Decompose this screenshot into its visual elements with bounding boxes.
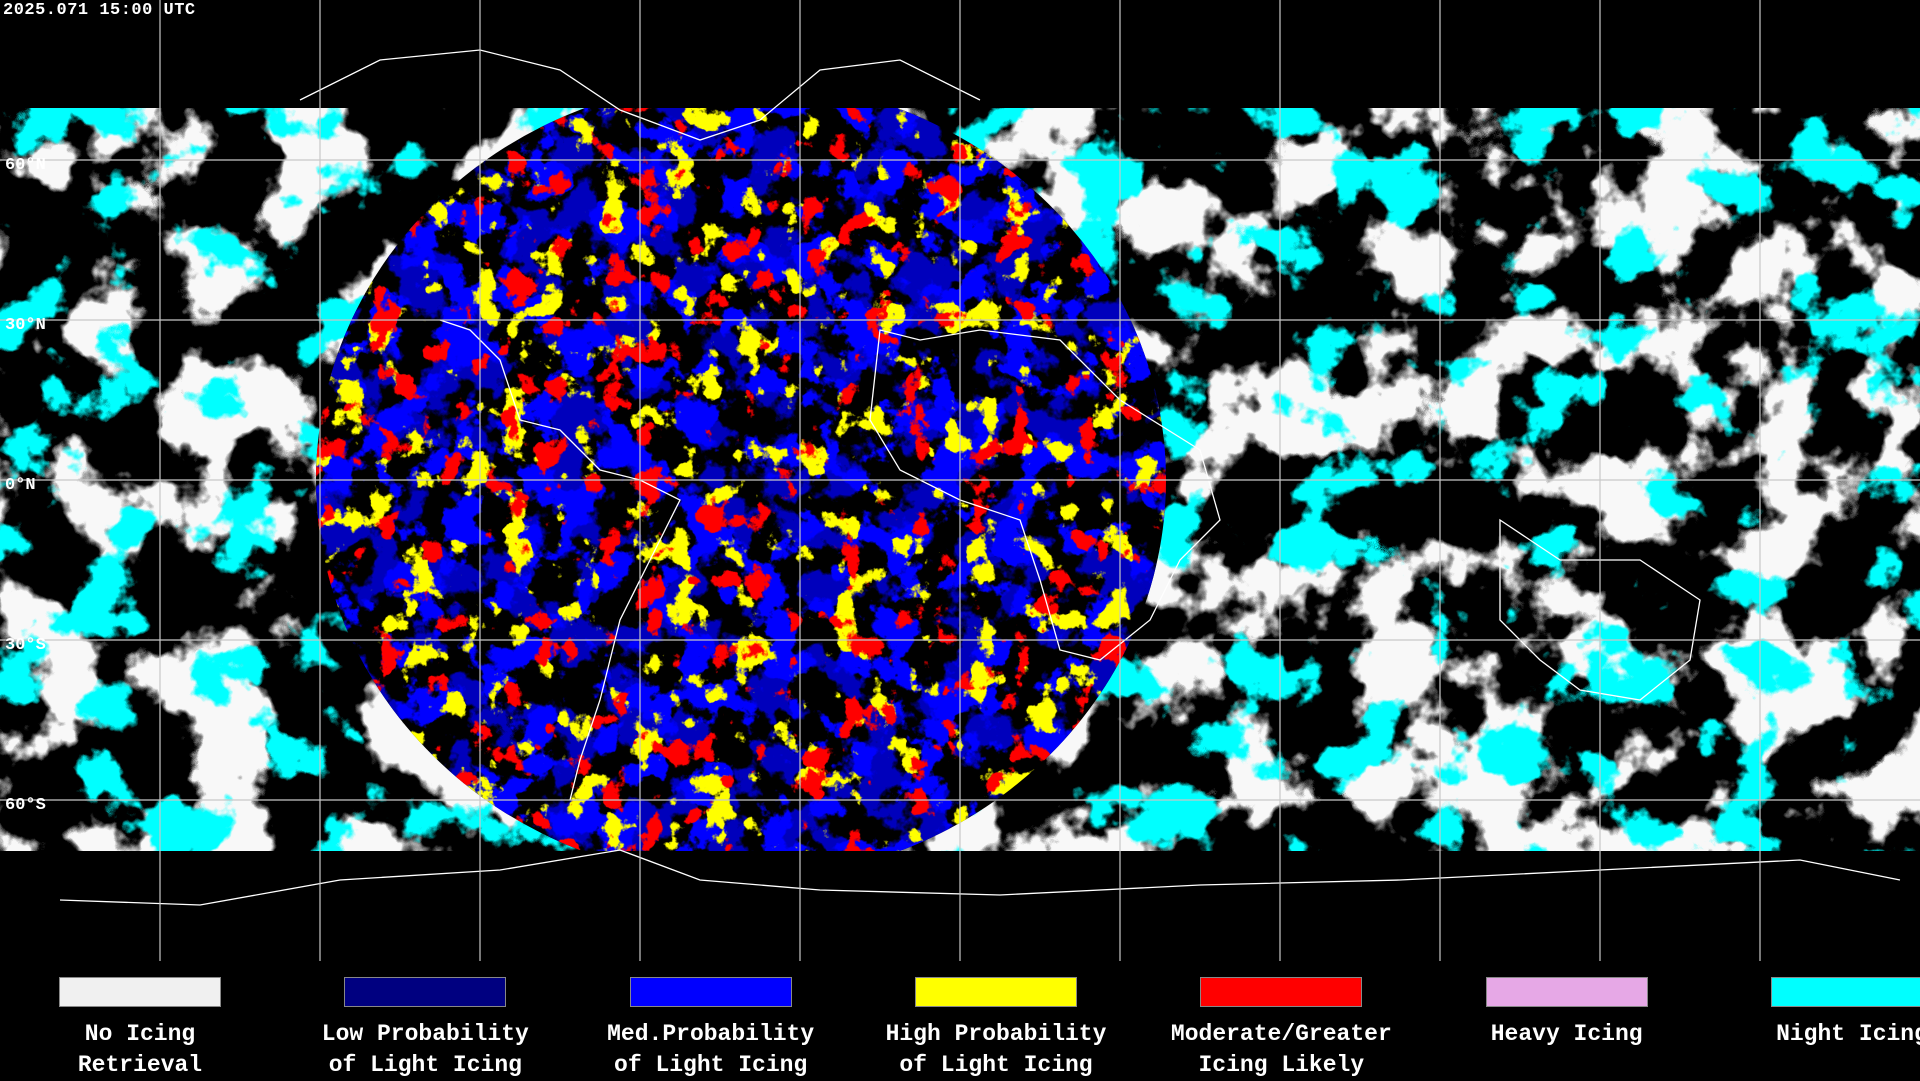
legend-swatch — [1200, 977, 1363, 1007]
legend-item: High Probability of Light Icing — [854, 977, 1138, 1081]
legend-item: No Icing Retrieval — [0, 977, 282, 1081]
legend-swatch — [915, 977, 1077, 1007]
latitude-label: 0°N — [5, 476, 36, 495]
legend-label-line: of Light Icing — [899, 1052, 1093, 1078]
legend-label: Low Probability of Light Icing — [283, 1019, 567, 1081]
legend: No Icing Retrieval Low Probability of Light… — [0, 961, 1920, 1080]
legend-label-line: of Light Icing — [614, 1052, 808, 1078]
legend-swatch — [59, 977, 221, 1007]
legend-label: Med.Probability of Light Icing — [569, 1019, 853, 1081]
latitude-label: 30°S — [5, 636, 46, 655]
legend-label: Night Icing — [1710, 1019, 1920, 1050]
map — [0, 0, 1920, 961]
legend-label-line: Icing Likely — [1198, 1052, 1365, 1078]
legend-item: Moderate/Greater Icing Likely — [1139, 977, 1423, 1081]
legend-item: Heavy Icing — [1425, 977, 1709, 1050]
legend-label-line: Retrieval — [77, 1052, 203, 1078]
legend-label-line: Med.Probability — [607, 1021, 815, 1047]
latitude-label: 60°N — [5, 156, 46, 175]
legend-label-line: Low Probability — [321, 1021, 529, 1047]
legend-label-line: Moderate/Greater — [1170, 1021, 1392, 1047]
legend-label-line: Heavy Icing — [1490, 1021, 1643, 1047]
legend-item: Low Probability of Light Icing — [283, 977, 567, 1081]
latitude-label: 60°S — [5, 796, 46, 815]
legend-label: Heavy Icing — [1425, 1019, 1709, 1050]
legend-label: Moderate/Greater Icing Likely — [1139, 1019, 1423, 1081]
timestamp: 2025.071 15:00 UTC — [3, 1, 196, 20]
graticule — [0, 0, 1920, 961]
legend-label: High Probability of Light Icing — [854, 1019, 1138, 1081]
latitude-label: 30°N — [5, 316, 46, 335]
legend-label-line: No Icing — [84, 1021, 196, 1047]
legend-swatch — [344, 977, 507, 1007]
legend-swatch — [629, 977, 792, 1007]
legend-swatch — [1771, 977, 1920, 1007]
legend-item: Med.Probability of Light Icing — [569, 977, 853, 1081]
legend-label: No Icing Retrieval — [0, 1019, 282, 1081]
legend-label-line: of Light Icing — [328, 1052, 522, 1078]
legend-item: Night Icing — [1710, 977, 1920, 1050]
legend-label-line: Night Icing — [1776, 1021, 1920, 1047]
legend-swatch — [1485, 977, 1648, 1007]
legend-label-line: High Probability — [885, 1021, 1107, 1047]
